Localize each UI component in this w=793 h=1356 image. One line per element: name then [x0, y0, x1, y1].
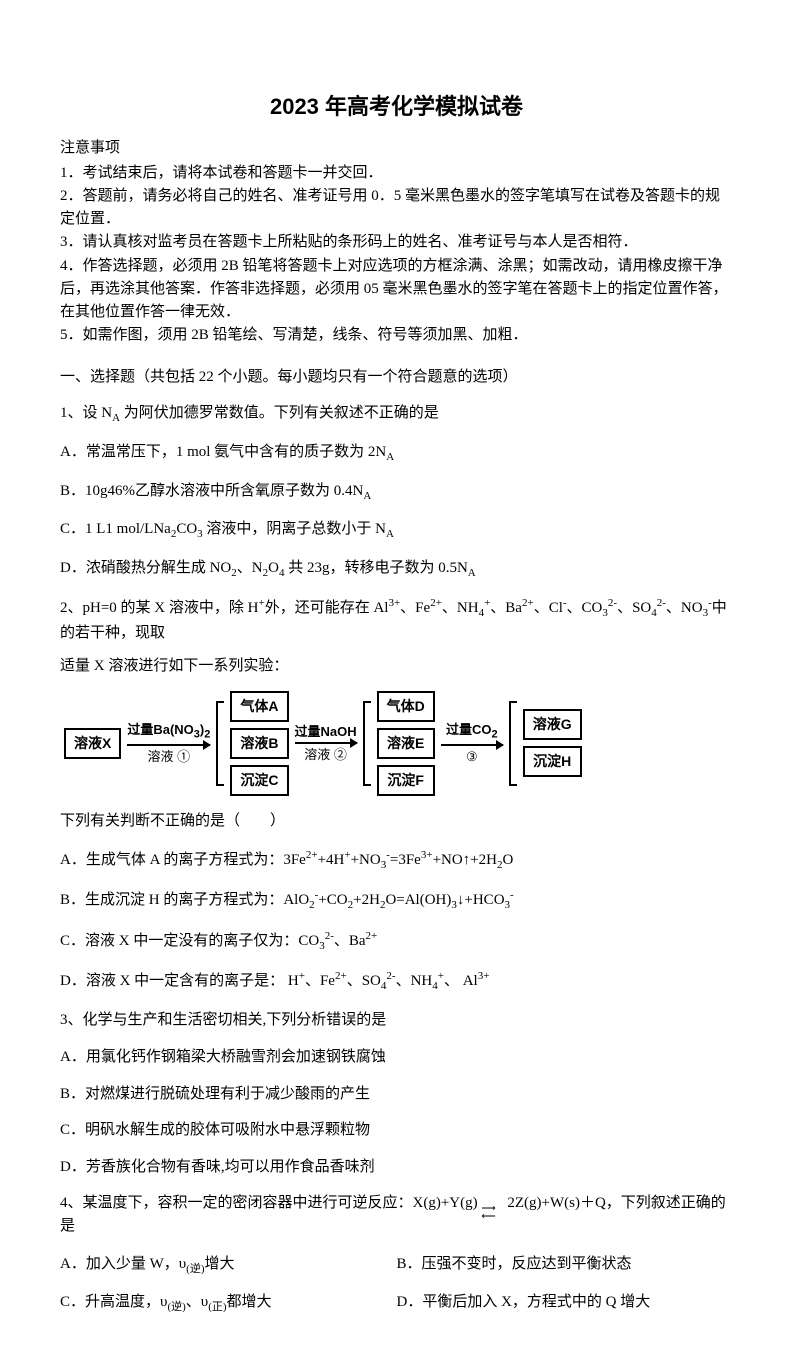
notice-2: 2．答题前，请务必将自己的姓名、准考证号用 0．5 毫米黑色墨水的签字笔填写在试…	[60, 185, 733, 232]
notice-heading: 注意事项	[60, 137, 733, 160]
q3-opt-b: B．对燃煤进行脱硫处理有利于减少酸雨的产生	[60, 1083, 733, 1106]
q3-stem: 3、化学与生产和生活密切相关,下列分析错误的是	[60, 1009, 733, 1032]
bracket-icon	[509, 691, 517, 796]
flow-box-g: 溶液G	[523, 709, 582, 740]
q1-opt-a: A．常温常压下，1 mol 氨气中含有的质子数为 2NA	[60, 441, 733, 466]
q2-flowchart: 溶液X 过量Ba(NO3)2 溶液 ① 气体A 溶液B 沉淀C 过量NaOH 溶…	[60, 691, 733, 796]
q3-opt-c: C．明矾水解生成的胶体可吸附水中悬浮颗粒物	[60, 1119, 733, 1142]
q2-opt-c: C．溶液 X 中一定没有的离子仅为：CO32-、Ba2+	[60, 928, 733, 955]
q2-tail: 下列有关判断不正确的是（ ）	[60, 810, 733, 833]
exam-page: 2023 年高考化学模拟试卷 注意事项 1．考试结束后，请将本试卷和答题卡一并交…	[0, 0, 793, 1356]
notice-4: 4．作答选择题，必须用 2B 铅笔将答题卡上对应选项的方框涂满、涂黑；如需改动，…	[60, 255, 733, 325]
q1-opt-c: C．1 L1 mol/LNa2CO3 溶液中，阴离子总数小于 NA	[60, 518, 733, 543]
bracket-icon	[363, 691, 371, 796]
flow-arrow-2-top: 过量NaOH	[295, 722, 357, 742]
flow-arrow-1: 过量Ba(NO3)2 溶液 ①	[127, 720, 210, 767]
q2-opt-b: B．生成沉淀 H 的离子方程式为：AlO2-+CO2+2H2O=Al(OH)3↓…	[60, 887, 733, 914]
page-title: 2023 年高考化学模拟试卷	[60, 90, 733, 123]
q4-stem: 4、某温度下，容积一定的密闭容器中进行可逆反应：X(g)+Y(g) ⟶⟵2Z(g…	[60, 1192, 733, 1239]
flow-arrow-3-bot: ③	[466, 747, 478, 767]
flow-box-c: 沉淀C	[230, 765, 288, 796]
flow-arrow-1-top: 过量Ba(NO3)2	[127, 720, 210, 743]
flow-arrow-2: 过量NaOH 溶液 ②	[295, 722, 357, 765]
q2-opt-d: D．溶液 X 中一定含有的离子是： H+、Fe2+、SO42-、NH4+、 Al…	[60, 968, 733, 995]
notice-5: 5．如需作图，须用 2B 铅笔绘、写清楚，线条、符号等须加黑、加粗．	[60, 324, 733, 347]
q4-opt-d: D．平衡后加入 X，方程式中的 Q 增大	[397, 1291, 734, 1316]
bracket-icon	[216, 691, 224, 796]
q3-opt-d: D．芳香族化合物有香味,均可以用作食品香味剂	[60, 1156, 733, 1179]
q4-opt-b: B．压强不变时，反应达到平衡状态	[397, 1253, 734, 1278]
flow-arrow-2-bot: 溶液 ②	[304, 745, 347, 765]
q2-stem-2: 适量 X 溶液进行如下一系列实验：	[60, 655, 733, 678]
flow-box-b: 溶液B	[230, 728, 288, 759]
section-1-heading: 一、选择题（共包括 22 个小题。每小题均只有一个符合题意的选项）	[60, 366, 733, 389]
flow-arrow-3-top: 过量CO2	[446, 720, 498, 743]
q2-opt-a: A．生成气体 A 的离子方程式为：3Fe2++4H++NO3-=3Fe3++NO…	[60, 847, 733, 874]
flow-box-start: 溶液X	[64, 728, 121, 759]
flow-box-a: 气体A	[230, 691, 288, 722]
q1-opt-b: B．10g46%乙醇水溶液中所含氧原子数为 0.4NA	[60, 480, 733, 505]
q4-opt-c: C．升高温度，υ(逆)、υ(正)都增大	[60, 1291, 397, 1316]
q2-stem-1: 2、pH=0 的某 X 溶液中，除 H+外，还可能存在 Al3+、Fe2+、NH…	[60, 595, 733, 645]
q4-opt-a: A．加入少量 W，υ(逆)增大	[60, 1253, 397, 1278]
notice-3: 3．请认真核对监考员在答题卡上所粘贴的条形码上的姓名、准考证号与本人是否相符．	[60, 231, 733, 254]
flow-box-f: 沉淀F	[377, 765, 435, 796]
flow-box-e: 溶液E	[377, 728, 435, 759]
q3-opt-a: A．用氯化钙作钢箱梁大桥融雪剂会加速钢铁腐蚀	[60, 1046, 733, 1069]
flow-box-h: 沉淀H	[523, 746, 582, 777]
notice-1: 1．考试结束后，请将本试卷和答题卡一并交回．	[60, 162, 733, 185]
q1-opt-d: D．浓硝酸热分解生成 NO2、N2O4 共 23g，转移电子数为 0.5NA	[60, 557, 733, 582]
flow-arrow-3: 过量CO2 ③	[441, 720, 503, 767]
flow-box-d: 气体D	[377, 691, 435, 722]
flow-arrow-1-bot: 溶液 ①	[148, 747, 191, 767]
q1-stem: 1、设 NA 为阿伏加德罗常数值。下列有关叙述不正确的是	[60, 402, 733, 427]
